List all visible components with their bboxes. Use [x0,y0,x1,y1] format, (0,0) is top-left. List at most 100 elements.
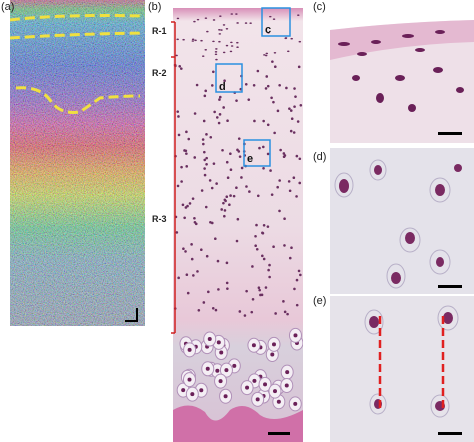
panel-label: (c) [313,1,326,13]
panel-a-image [10,0,145,326]
cell [243,314,247,317]
zoom-box [261,7,291,37]
cell [192,274,195,277]
cell [225,281,229,285]
cell [200,248,203,252]
cell [285,370,290,375]
panel-label: (d) [313,151,326,163]
cell [212,70,215,74]
cell [210,186,214,190]
cell [270,193,274,196]
cell [296,14,300,16]
cell [175,231,179,234]
cell [249,22,252,24]
region-label: R-3 [152,214,167,224]
cell [255,397,260,402]
cell [229,152,232,156]
cell [245,289,248,293]
cell [266,123,270,127]
cell [193,216,196,220]
panel-label: (b) [148,1,161,13]
cell [225,261,229,265]
cell [200,39,203,42]
cell [225,195,229,199]
cell [240,166,244,170]
cell [193,156,197,159]
cell [196,18,200,21]
cell [187,347,192,352]
cell [279,148,282,152]
cell [251,343,256,348]
cell [270,352,275,357]
cell [264,54,268,57]
cell [292,131,296,134]
cell [217,288,220,291]
cell [186,204,189,208]
cell [255,247,259,251]
cell [201,138,205,141]
cell [222,24,226,26]
cell [188,202,192,205]
cell [222,201,225,205]
cell [297,269,301,273]
cell [235,13,238,15]
cell [215,368,220,373]
cell [268,263,271,267]
cell [268,15,272,18]
cell [223,394,228,399]
cell [214,237,217,241]
cell [295,278,299,282]
cell [258,146,261,150]
cell [181,388,186,393]
cell [294,95,297,98]
cell [183,216,186,220]
cell [190,392,195,397]
cell [273,51,277,54]
cell [267,268,270,272]
cell [262,257,266,261]
cell [250,310,254,314]
cell [201,55,205,57]
cell [225,44,229,47]
cell [209,135,213,139]
cell [182,38,185,41]
cell [176,110,180,113]
zoom-box-label: d [219,81,226,93]
cell [272,18,276,20]
cell [293,333,298,338]
cell [176,38,179,41]
cell [263,54,266,56]
cell [193,20,196,23]
cell [254,244,257,247]
cell [176,184,180,188]
panel-e-image [330,296,474,442]
cell [219,350,224,355]
cell [236,22,239,24]
cell [265,52,269,55]
cell [195,83,199,87]
cell [264,87,268,90]
cell [205,366,210,371]
zoom-box-label: e [247,153,253,165]
cell [202,301,206,304]
cell [263,382,268,387]
cell [202,142,205,146]
zoom-box [215,63,243,93]
cell [218,40,221,43]
cell [211,306,215,310]
cell [205,133,208,136]
cell [211,84,214,87]
cell [266,152,270,156]
cell [262,223,266,227]
cell [212,40,215,43]
cell [207,290,210,294]
cell [176,17,180,20]
cell [278,179,281,182]
cell [191,197,195,200]
cell [208,179,212,182]
cell [245,185,248,188]
cell [202,119,206,123]
cell [222,51,226,54]
cell [204,48,208,51]
cell [206,30,209,33]
